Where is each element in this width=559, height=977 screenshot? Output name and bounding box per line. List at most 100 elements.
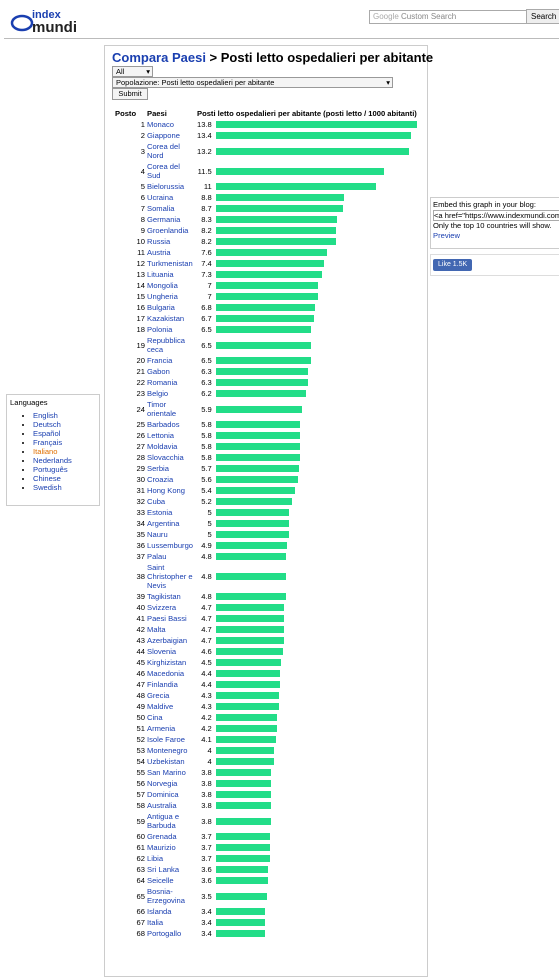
- country-link[interactable]: Kirghizistan: [147, 658, 187, 667]
- country-link[interactable]: Bulgaria: [147, 303, 175, 312]
- country-link[interactable]: Azerbaigian: [147, 636, 188, 645]
- indicator-select[interactable]: Popolazione: Posti letto ospedalieri per…: [112, 77, 393, 88]
- country-link[interactable]: Polonia: [147, 325, 173, 334]
- country-link[interactable]: Turkmenistan: [147, 259, 193, 268]
- country-link[interactable]: Lituania: [147, 270, 174, 279]
- embed-code[interactable]: <a href="https://www.indexmundi.com: [433, 210, 559, 221]
- country-link[interactable]: Bielorussia: [147, 182, 185, 191]
- country-link[interactable]: Macedonia: [147, 669, 185, 678]
- country-link[interactable]: Finlandia: [147, 680, 178, 689]
- country-link[interactable]: Portogallo: [147, 929, 182, 938]
- country-link[interactable]: Australia: [147, 801, 177, 810]
- country-link[interactable]: Saint Christopher e Nevis: [147, 563, 193, 590]
- country-link[interactable]: Romania: [147, 378, 178, 387]
- country-link[interactable]: Montenegro: [147, 746, 188, 755]
- country-link[interactable]: Maurizio: [147, 843, 176, 852]
- country-link[interactable]: Croazia: [147, 475, 174, 484]
- country-link[interactable]: Bosnia-Erzegovina: [147, 887, 185, 905]
- country-link[interactable]: Repubblica ceca: [147, 336, 185, 354]
- country-link[interactable]: Libia: [147, 854, 164, 863]
- rank: 32: [136, 497, 145, 506]
- country-link[interactable]: Seicelle: [147, 876, 174, 885]
- logo[interactable]: index mundi: [10, 8, 100, 34]
- language-link[interactable]: Français: [33, 438, 63, 447]
- language-link[interactable]: Swedish: [33, 483, 62, 492]
- country-link[interactable]: Lettonia: [147, 431, 175, 440]
- region-select[interactable]: All ▾: [112, 66, 153, 77]
- bar: [215, 368, 308, 375]
- country-link[interactable]: Italia: [147, 918, 164, 927]
- search-box[interactable]: Google Custom Search: [369, 10, 528, 24]
- country-link[interactable]: Norvegia: [147, 779, 178, 788]
- country-link[interactable]: Germania: [147, 215, 181, 224]
- country-link[interactable]: Grenada: [147, 832, 177, 841]
- country-link[interactable]: Uzbekistan: [147, 757, 185, 766]
- country-link[interactable]: Ungheria: [147, 292, 178, 301]
- country-link[interactable]: Hong Kong: [147, 486, 185, 495]
- country-link[interactable]: Serbia: [147, 464, 169, 473]
- country-link[interactable]: Isole Faroe: [147, 735, 185, 744]
- country-link[interactable]: Austria: [147, 248, 171, 257]
- country-link[interactable]: Belgio: [147, 389, 169, 398]
- country-link[interactable]: Corea del Sud: [147, 162, 180, 180]
- country-link[interactable]: Groenlandia: [147, 226, 189, 235]
- country-link[interactable]: Sri Lanka: [147, 865, 180, 874]
- language-link[interactable]: Italiano: [33, 447, 58, 456]
- country-link[interactable]: Nauru: [147, 530, 168, 539]
- country-link[interactable]: Giappone: [147, 131, 180, 140]
- language-link[interactable]: Português: [33, 465, 68, 474]
- country-cell: Polonia: [146, 324, 196, 335]
- preview-link[interactable]: Preview: [433, 231, 461, 240]
- country-link[interactable]: Slovenia: [147, 647, 177, 656]
- country-link[interactable]: Maldive: [147, 702, 174, 711]
- country-link[interactable]: Monaco: [147, 120, 175, 129]
- region-value: All: [116, 67, 125, 76]
- country-link[interactable]: Cina: [147, 713, 163, 722]
- country-link[interactable]: Estonia: [147, 508, 173, 517]
- country-link[interactable]: Moldavia: [147, 442, 178, 451]
- country-link[interactable]: Barbados: [147, 420, 180, 429]
- title-link[interactable]: Compara Paesi: [112, 50, 206, 65]
- language-item: Deutsch: [33, 420, 99, 429]
- country-link[interactable]: Argentina: [147, 519, 180, 528]
- country-link[interactable]: Antigua e Barbuda: [147, 812, 180, 830]
- country-link[interactable]: Cuba: [147, 497, 166, 506]
- country-link[interactable]: Timor orientale: [147, 400, 177, 418]
- bar: [215, 877, 269, 884]
- country-link[interactable]: Mongolia: [147, 281, 178, 290]
- country-link[interactable]: Russia: [147, 237, 171, 246]
- language-link[interactable]: English: [33, 411, 58, 420]
- language-link[interactable]: Chinese: [33, 474, 61, 483]
- language-link[interactable]: Español: [33, 429, 61, 438]
- country-link[interactable]: Corea del Nord: [147, 142, 180, 160]
- country-link[interactable]: Gabon: [147, 367, 170, 376]
- table-row: 68 Portogallo 3.4: [114, 928, 418, 939]
- rank: 36: [136, 541, 145, 550]
- language-link[interactable]: Deutsch: [33, 420, 61, 429]
- country-link[interactable]: Slovacchia: [147, 453, 184, 462]
- country-link[interactable]: Armenia: [147, 724, 176, 733]
- like-button[interactable]: Like 1.5K: [433, 259, 473, 271]
- country-link[interactable]: San Marino: [147, 768, 186, 777]
- country-link[interactable]: Malta: [147, 625, 166, 634]
- country-link[interactable]: Francia: [147, 356, 173, 365]
- country-link[interactable]: Islanda: [147, 907, 172, 916]
- country-link[interactable]: Svizzera: [147, 603, 177, 612]
- country-link[interactable]: Somalia: [147, 204, 175, 213]
- country-link[interactable]: Grecia: [147, 691, 170, 700]
- language-list: EnglishDeutschEspañolFrançaisItalianoNed…: [7, 411, 99, 492]
- country-link[interactable]: Palau: [147, 552, 167, 561]
- search-button[interactable]: Search: [526, 9, 559, 24]
- bar: [215, 725, 278, 732]
- country-cell: Russia: [146, 236, 196, 247]
- country-link[interactable]: Paesi Bassi: [147, 614, 187, 623]
- language-link[interactable]: Nederlands: [33, 456, 72, 465]
- submit-button[interactable]: Submit: [112, 88, 148, 100]
- country-link[interactable]: Kazakistan: [147, 314, 185, 323]
- country-link[interactable]: Tagikistan: [147, 592, 181, 601]
- country-link[interactable]: Ucraina: [147, 193, 174, 202]
- country-link[interactable]: Lussemburgo: [147, 541, 194, 550]
- country-link[interactable]: Dominica: [147, 790, 179, 799]
- country-cell: Seicelle: [146, 875, 196, 886]
- table-row: 56 Norvegia 3.8: [114, 778, 418, 789]
